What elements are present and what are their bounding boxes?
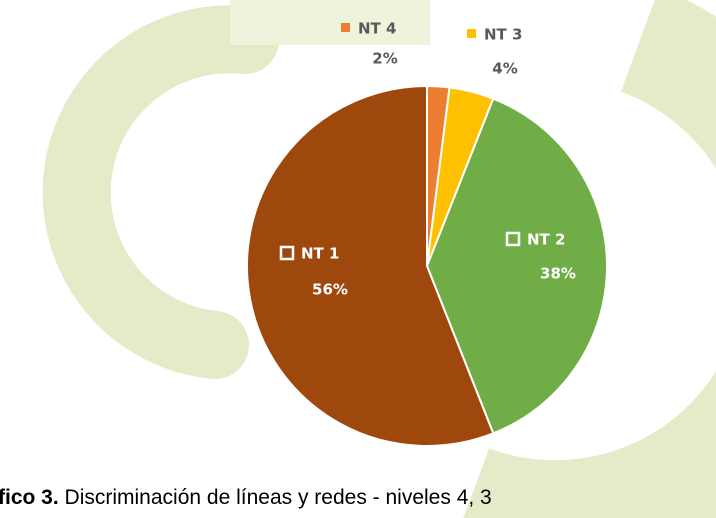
caption-label: fico 3. bbox=[0, 486, 59, 509]
slice-name: NT 2 bbox=[527, 231, 565, 249]
slice-value-label: 56% bbox=[312, 281, 348, 299]
slice-name: NT 3 bbox=[484, 26, 522, 44]
slice-name: NT 4 bbox=[358, 20, 396, 38]
legend-marker bbox=[341, 23, 350, 32]
caption: fico 3. Discriminación de líneas y redes… bbox=[0, 486, 492, 509]
slice-value-label: 2% bbox=[372, 50, 397, 68]
decoration-arc bbox=[77, 39, 245, 345]
slice-value-label: 4% bbox=[492, 60, 517, 78]
pie: NT 4 2% NT 3 4% NT 2 38% NT 1 56% bbox=[247, 20, 607, 447]
slice-name: NT 1 bbox=[301, 245, 339, 263]
legend-marker bbox=[467, 29, 476, 38]
slice-value-label: 38% bbox=[540, 265, 576, 283]
caption-text: Discriminación de líneas y redes - nivel… bbox=[65, 486, 492, 509]
decoration-block bbox=[230, 0, 430, 45]
page: NT 4 2% NT 3 4% NT 2 38% NT 1 56% fico 3. Discr… bbox=[0, 0, 716, 518]
chart: NT 4 2% NT 3 4% NT 2 38% NT 1 56% fico 3. Discr… bbox=[0, 0, 716, 518]
